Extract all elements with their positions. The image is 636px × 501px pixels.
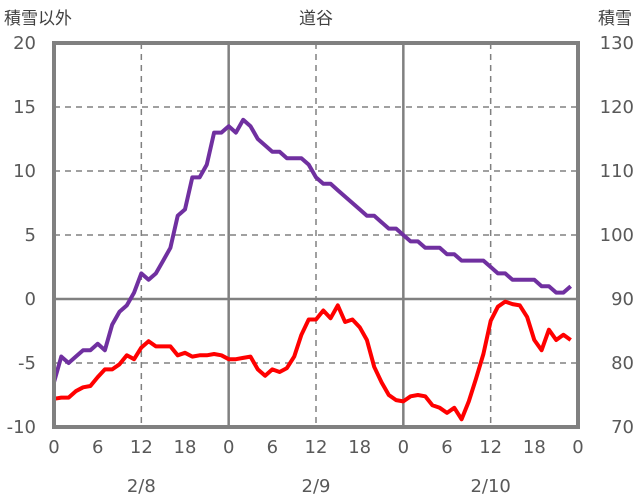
right-tick-label: 70 (611, 417, 634, 438)
left-tick-label: 0 (25, 289, 36, 310)
left-tick-label: 5 (25, 225, 36, 246)
plot-frame (52, 41, 580, 429)
left-axis-label: 積雪以外 (4, 9, 72, 29)
x-tick-label: 6 (92, 437, 103, 458)
other-line (53, 299, 572, 422)
series-lines (52, 117, 573, 422)
right-tick-label: 90 (611, 289, 634, 310)
right-tick-label: 80 (611, 353, 634, 374)
chart-title: 道谷 (299, 9, 333, 29)
right-tick-label: 120 (600, 97, 634, 118)
x-tick-label: 6 (267, 437, 278, 458)
x-tick-label: 0 (223, 437, 234, 458)
date-label: 2/9 (302, 476, 331, 497)
date-label: 2/10 (470, 476, 510, 497)
x-tick-label: 0 (572, 437, 583, 458)
x-tick-label: 12 (305, 437, 328, 458)
x-tick-label: 12 (130, 437, 153, 458)
x-tick-label: 18 (523, 437, 546, 458)
date-label: 2/8 (127, 476, 156, 497)
x-tick-label: 18 (174, 437, 197, 458)
right-tick-label: 100 (600, 225, 634, 246)
left-tick-label: 20 (13, 33, 36, 54)
x-tick-label: 12 (479, 437, 502, 458)
left-tick-label: 10 (13, 161, 36, 182)
snow-depth-line (52, 117, 573, 383)
x-tick-label: 0 (48, 437, 59, 458)
right-axis-label: 積雪 (598, 9, 632, 29)
left-tick-label: -10 (7, 417, 36, 438)
grid (54, 43, 578, 427)
x-tick-label: 6 (441, 437, 452, 458)
x-tick-label: 0 (398, 437, 409, 458)
x-tick-label: 18 (348, 437, 371, 458)
left-tick-label: 15 (13, 97, 36, 118)
right-tick-label: 110 (600, 161, 634, 182)
left-tick-label: -5 (18, 353, 36, 374)
right-tick-label: 130 (600, 33, 634, 54)
